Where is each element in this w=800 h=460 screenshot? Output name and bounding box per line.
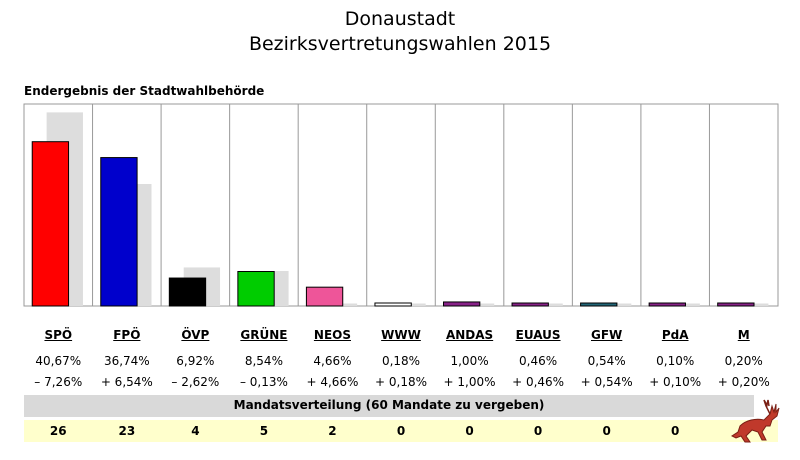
result-bar-10 (648, 302, 686, 307)
mandate-row: 26 23 4 5 2 0 0 0 0 0 (24, 420, 778, 442)
mandate-value: 4 (191, 424, 200, 438)
result-bar-6 (374, 302, 412, 307)
percent-label: 0,18% (381, 354, 421, 368)
percent-label: 0,46% (519, 354, 558, 368)
mandate-header: Mandatsverteilung (60 Mandate zu vergebe… (24, 395, 754, 417)
percent-label: 0,54% (587, 354, 626, 368)
result-bar-2 (100, 157, 138, 307)
difference-label: + 1,00% (443, 375, 496, 389)
percent-label: 0,10% (656, 354, 695, 368)
difference-label: + 0,18% (375, 375, 427, 389)
party-label: GRÜNE (240, 328, 288, 342)
party-label: EUAUS (515, 328, 561, 342)
deer-logo-icon (731, 399, 780, 443)
percent-label: 4,66% (313, 354, 352, 368)
difference-label: + 6,54% (100, 375, 153, 389)
percent-label: 6,92% (176, 354, 215, 368)
result-bar-5 (305, 286, 344, 307)
mandate-value: 0 (671, 424, 680, 438)
mandate-value: 2 (328, 424, 337, 438)
percent-label: 1,00% (450, 354, 489, 368)
result-bar-9 (580, 302, 618, 307)
percent-label: 8,54% (244, 354, 283, 368)
difference-label: – 0,13% (239, 375, 288, 389)
party-label: WWW (381, 328, 421, 342)
results-bar-chart (23, 103, 779, 307)
party-label: PdA (661, 328, 689, 342)
difference-label: + 0,46% (512, 375, 565, 389)
difference-label: – 2,62% (171, 375, 220, 389)
result-bar-11 (717, 302, 755, 307)
difference-label: – 7,26% (34, 375, 83, 389)
party-label: NEOS (313, 328, 351, 342)
mandate-value: 0 (465, 424, 474, 438)
party-label: ÖVP (181, 328, 210, 342)
party-label: GFW (591, 328, 623, 342)
result-bar-7 (442, 301, 481, 307)
mandate-value: 0 (396, 424, 406, 438)
party-label: SPÖ (44, 328, 73, 342)
chart-caption: Endergebnis der Stadtwahlbehörde (24, 84, 265, 98)
percent-labels: 40,67% 36,74% 6,92% 8,54% 4,66% 0,18% 1,00% 0,4… (24, 351, 778, 371)
page-title: Donaustadt (344, 8, 456, 30)
mandate-value: 0 (602, 424, 611, 438)
mandate-value: 0 (533, 424, 543, 438)
difference-label: + 4,66% (306, 375, 359, 389)
result-bar-8 (511, 302, 549, 307)
page-subtitle: Bezirksvertretungswahlen 2015 (248, 33, 552, 55)
difference-label: + 0,10% (649, 375, 702, 389)
difference-labels: – 7,26% + 6,54% – 2,62% – 0,13% + 4,66% + 0,1… (24, 372, 778, 392)
party-label: M (737, 328, 750, 342)
party-labels: SPÖ FPÖ ÖVP GRÜNE NEOS WWW ANDAS EUAUS GFW PdA M (24, 325, 778, 345)
mandate-value: 26 (49, 424, 67, 438)
difference-label: + 0,20% (717, 375, 770, 389)
percent-label: 36,74% (103, 354, 150, 368)
percent-label: 0,20% (724, 354, 763, 368)
party-label: FPÖ (113, 328, 141, 342)
result-bar-3 (168, 277, 207, 307)
percent-label: 40,67% (35, 354, 82, 368)
mandate-value: 23 (118, 424, 136, 438)
mandate-value: 5 (259, 424, 269, 438)
party-label: ANDAS (445, 328, 494, 342)
difference-label: + 0,54% (580, 375, 633, 389)
result-bar-1 (31, 141, 70, 307)
result-bar-4 (237, 270, 275, 307)
